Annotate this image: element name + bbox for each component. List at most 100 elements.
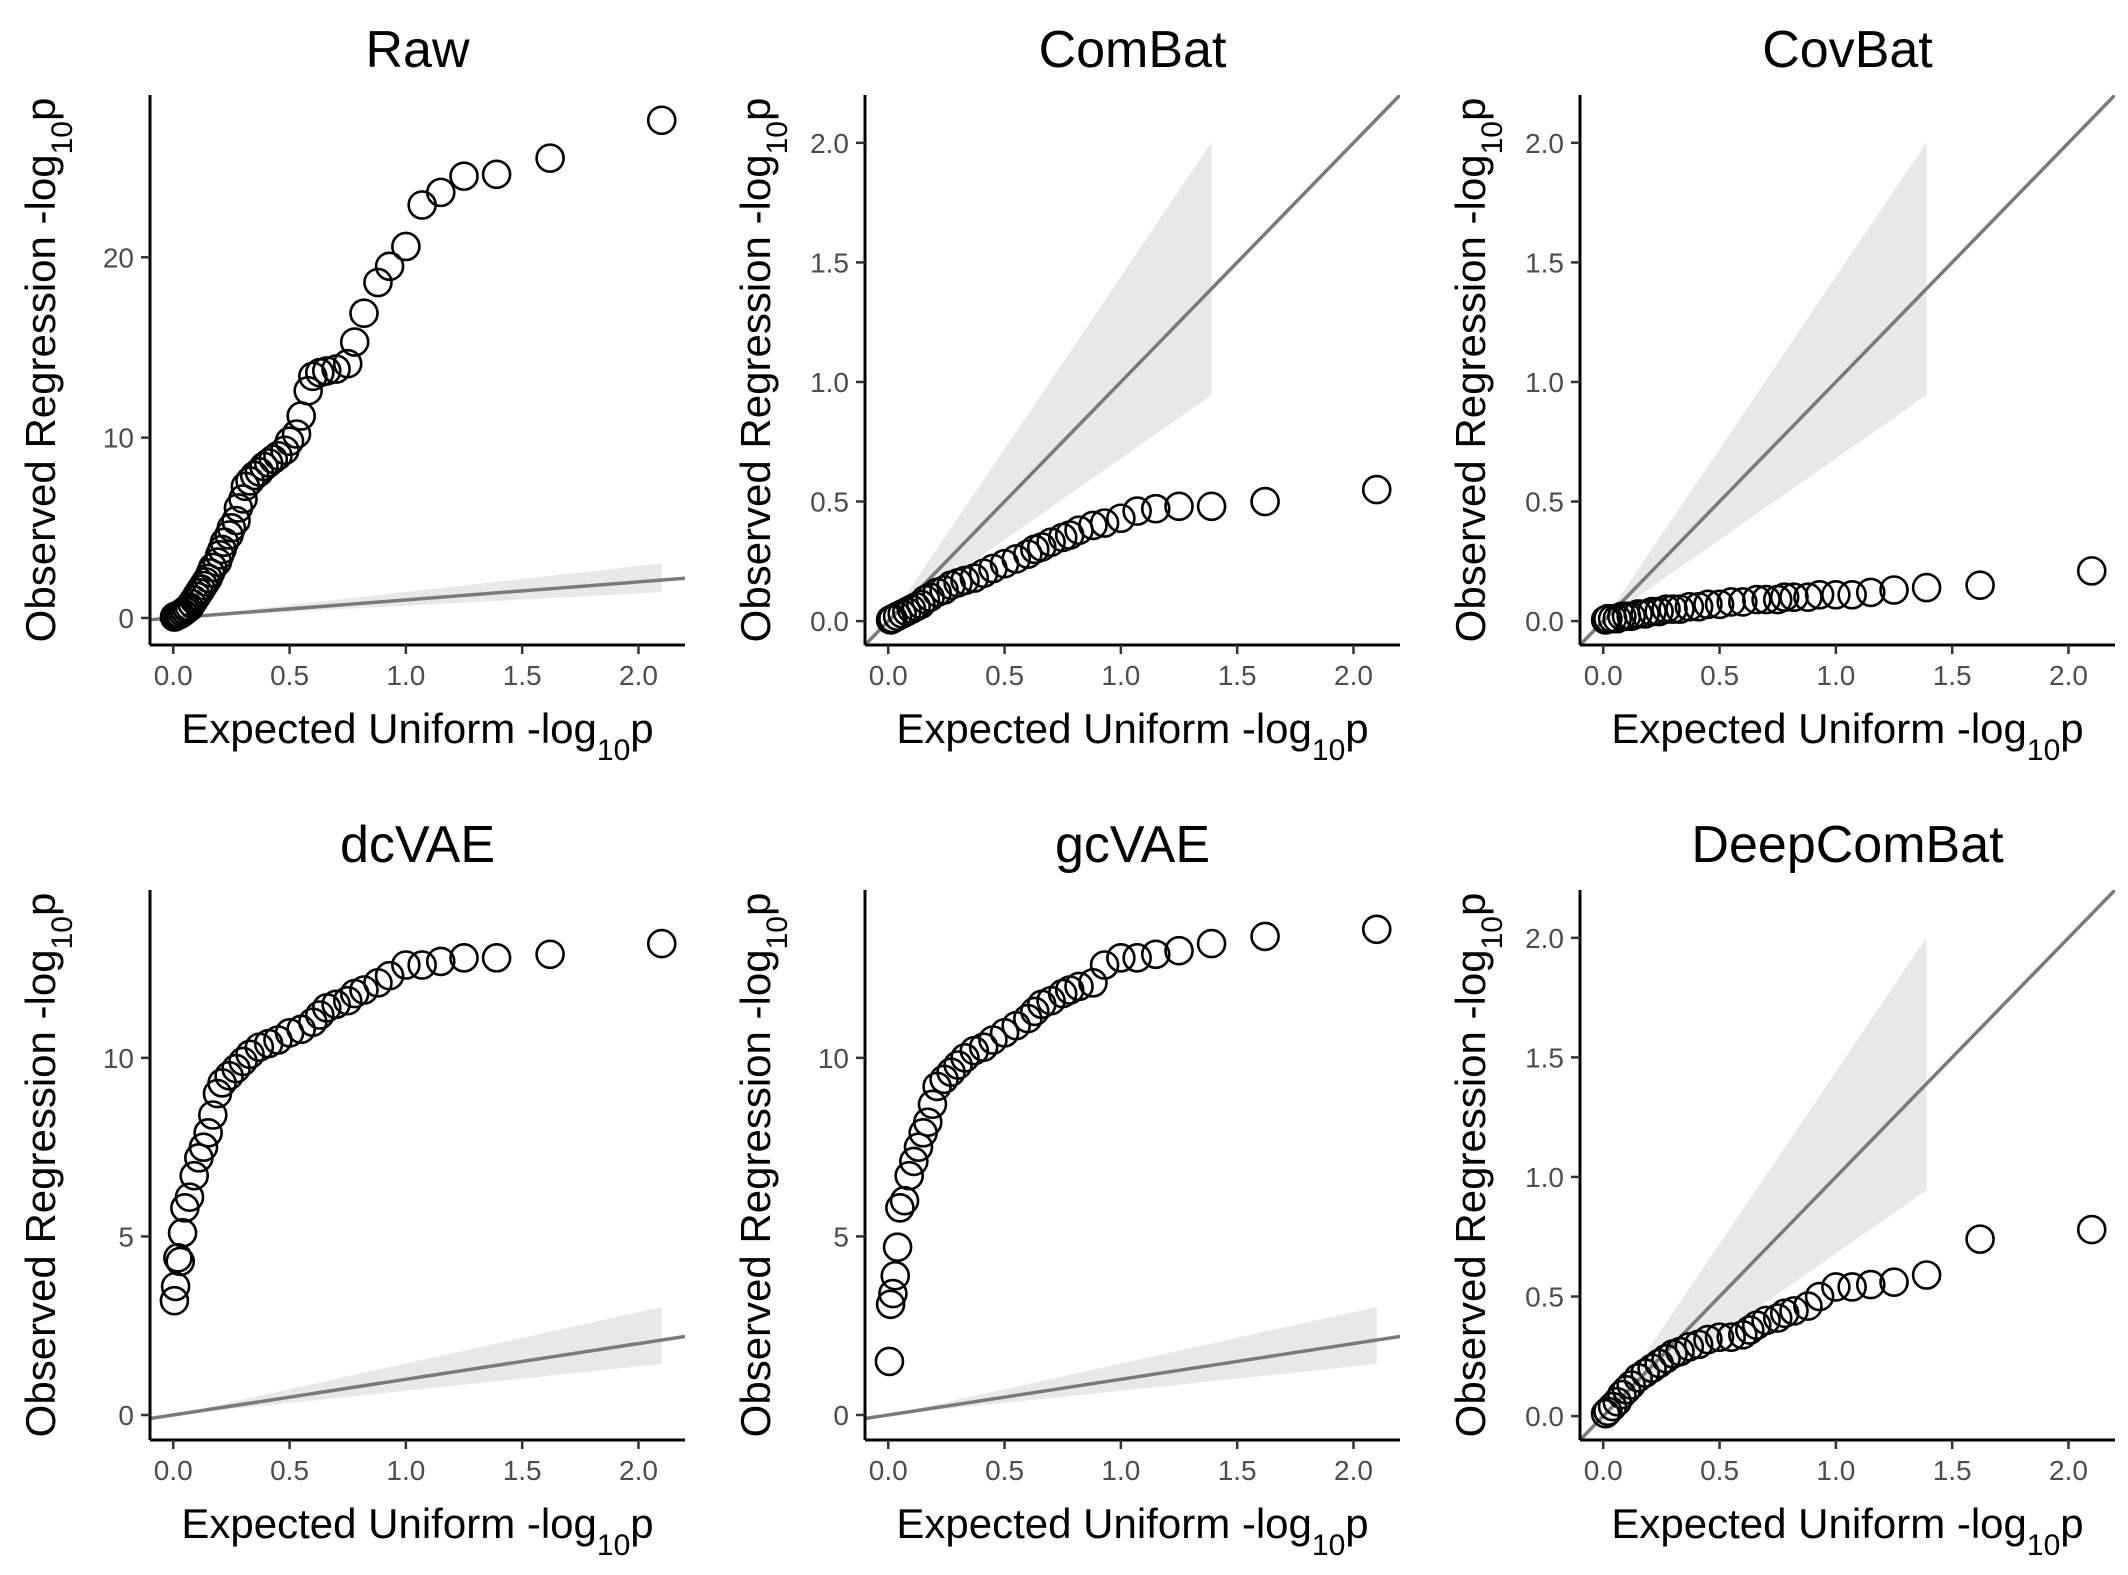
- data-point: [339, 978, 370, 1009]
- data-point: [1590, 605, 1621, 635]
- data-point: [1078, 968, 1108, 998]
- data-point: [1250, 486, 1280, 517]
- x-axis-label-tail: p: [1345, 705, 1368, 752]
- data-point: [1855, 577, 1886, 608]
- y-axis-label-main: Observed Regression -log: [732, 949, 779, 1437]
- y-axis-label-tail: p: [17, 893, 64, 916]
- data-point: [1728, 587, 1758, 617]
- y-tick-label: 20: [103, 242, 134, 273]
- data-point: [214, 520, 244, 550]
- data-point: [1837, 579, 1867, 610]
- x-axis-label: Expected Uniform -log10p: [1611, 1500, 2083, 1562]
- data-point: [1658, 594, 1688, 624]
- x-tick-label: 2.0: [619, 660, 658, 691]
- data-point: [885, 1193, 915, 1223]
- data-point: [1793, 1291, 1823, 1321]
- x-axis-label-main: Expected Uniform -log: [1611, 1500, 2027, 1547]
- x-tick-label: 0.0: [869, 660, 908, 691]
- data-point: [1735, 1315, 1765, 1345]
- data-point: [1196, 491, 1227, 522]
- data-point: [332, 985, 363, 1016]
- data-point: [1769, 1298, 1800, 1329]
- y-axis-label-tail: p: [1447, 98, 1494, 121]
- data-point: [1122, 496, 1152, 526]
- x-tick-label: 0.5: [270, 1455, 309, 1486]
- x-axis-label-tail: p: [1345, 1500, 1368, 1547]
- y-axis-label: Observed Regression -log10p: [1447, 893, 1509, 1438]
- confidence-band: [1603, 142, 1927, 622]
- data-point: [1716, 587, 1746, 617]
- panel-title: Raw: [365, 21, 469, 79]
- x-tick-label: 1.5: [1933, 660, 1972, 691]
- data-point: [1965, 570, 1995, 601]
- data-point: [286, 401, 316, 431]
- x-tick-label: 2.0: [2049, 1455, 2088, 1486]
- y-tick-label: 10: [103, 1043, 134, 1074]
- x-axis-label-main: Expected Uniform -log: [1611, 705, 2027, 752]
- data-point: [1590, 1398, 1621, 1429]
- data-point: [646, 928, 677, 959]
- y-tick-label: 1.5: [810, 247, 849, 278]
- reference-line: [1580, 95, 2115, 645]
- x-axis-label: Expected Uniform -log10p: [896, 1500, 1368, 1562]
- data-point: [1911, 572, 1942, 603]
- x-tick-label: 1.0: [386, 1455, 425, 1486]
- data-point: [298, 361, 328, 392]
- x-tick-label: 1.5: [1218, 660, 1257, 691]
- x-tick-label: 2.0: [1334, 1455, 1373, 1486]
- x-axis-label: Expected Uniform -log10p: [181, 705, 653, 767]
- x-tick-label: 1.5: [503, 1455, 542, 1486]
- data-point: [349, 298, 379, 328]
- y-axis-label-main: Observed Regression -log: [1447, 154, 1494, 642]
- panel-raw: 0.0 0.5 1.0 1.5 2.0 0 10 20 Raw Expected Uniform …: [17, 21, 685, 767]
- y-tick-label: 0.5: [810, 487, 849, 518]
- data-point: [535, 143, 565, 173]
- reference-line: [865, 1334, 1400, 1421]
- y-axis-label-tail: p: [17, 98, 64, 121]
- data-point: [894, 1160, 924, 1191]
- data-point: [882, 1232, 913, 1262]
- data-point: [1020, 534, 1050, 565]
- data-point: [1804, 1281, 1835, 1312]
- data-point: [321, 354, 351, 384]
- y-axis-label-subscript: 10: [46, 916, 79, 949]
- x-axis-label-subscript: 10: [2027, 734, 2060, 767]
- data-point: [1644, 596, 1674, 627]
- panel-title: gcVAE: [1055, 816, 1210, 874]
- data-point: [1140, 939, 1171, 970]
- data-point: [281, 419, 312, 449]
- data-point: [1593, 1396, 1623, 1427]
- x-tick-label: 0.0: [1584, 1455, 1623, 1486]
- y-axis-label-tail: p: [732, 98, 779, 121]
- data-point: [160, 1271, 191, 1302]
- data-point: [179, 1160, 209, 1191]
- data-point: [1630, 599, 1660, 629]
- y-tick-label: 0.5: [1525, 487, 1564, 518]
- data-point: [1106, 943, 1136, 973]
- y-axis-label-subscript: 10: [1476, 121, 1509, 154]
- data-point: [535, 939, 565, 970]
- data-point: [202, 1078, 233, 1109]
- y-axis-label-main: Observed Regression -log: [1447, 949, 1494, 1437]
- y-tick-label: 10: [818, 1043, 849, 1074]
- data-point: [875, 605, 906, 635]
- y-tick-label: 0.0: [1525, 606, 1564, 637]
- panel-title: ComBat: [1039, 21, 1227, 79]
- data-point: [1704, 589, 1735, 620]
- data-point: [1855, 1269, 1886, 1300]
- x-axis-label-subscript: 10: [597, 1529, 630, 1562]
- data-point: [903, 1132, 934, 1162]
- x-tick-label: 0.5: [1700, 660, 1739, 691]
- data-point: [1164, 491, 1194, 522]
- y-tick-label: 0.5: [1525, 1282, 1564, 1313]
- y-axis-label-subscript: 10: [761, 121, 794, 154]
- y-tick-label: 1.0: [810, 367, 849, 398]
- x-tick-label: 1.0: [1101, 1455, 1140, 1486]
- panel-title: dcVAE: [340, 816, 495, 874]
- panel-deepcombat: 0.0 0.5 1.0 1.5 2.0 0.0 0.5 1.0 1.5 2.0 DeepComBat…: [1447, 816, 2115, 1562]
- panel-title: DeepComBat: [1691, 816, 2004, 874]
- confidence-band: [888, 142, 1212, 622]
- data-point: [1361, 914, 1392, 945]
- data-point: [1140, 493, 1171, 524]
